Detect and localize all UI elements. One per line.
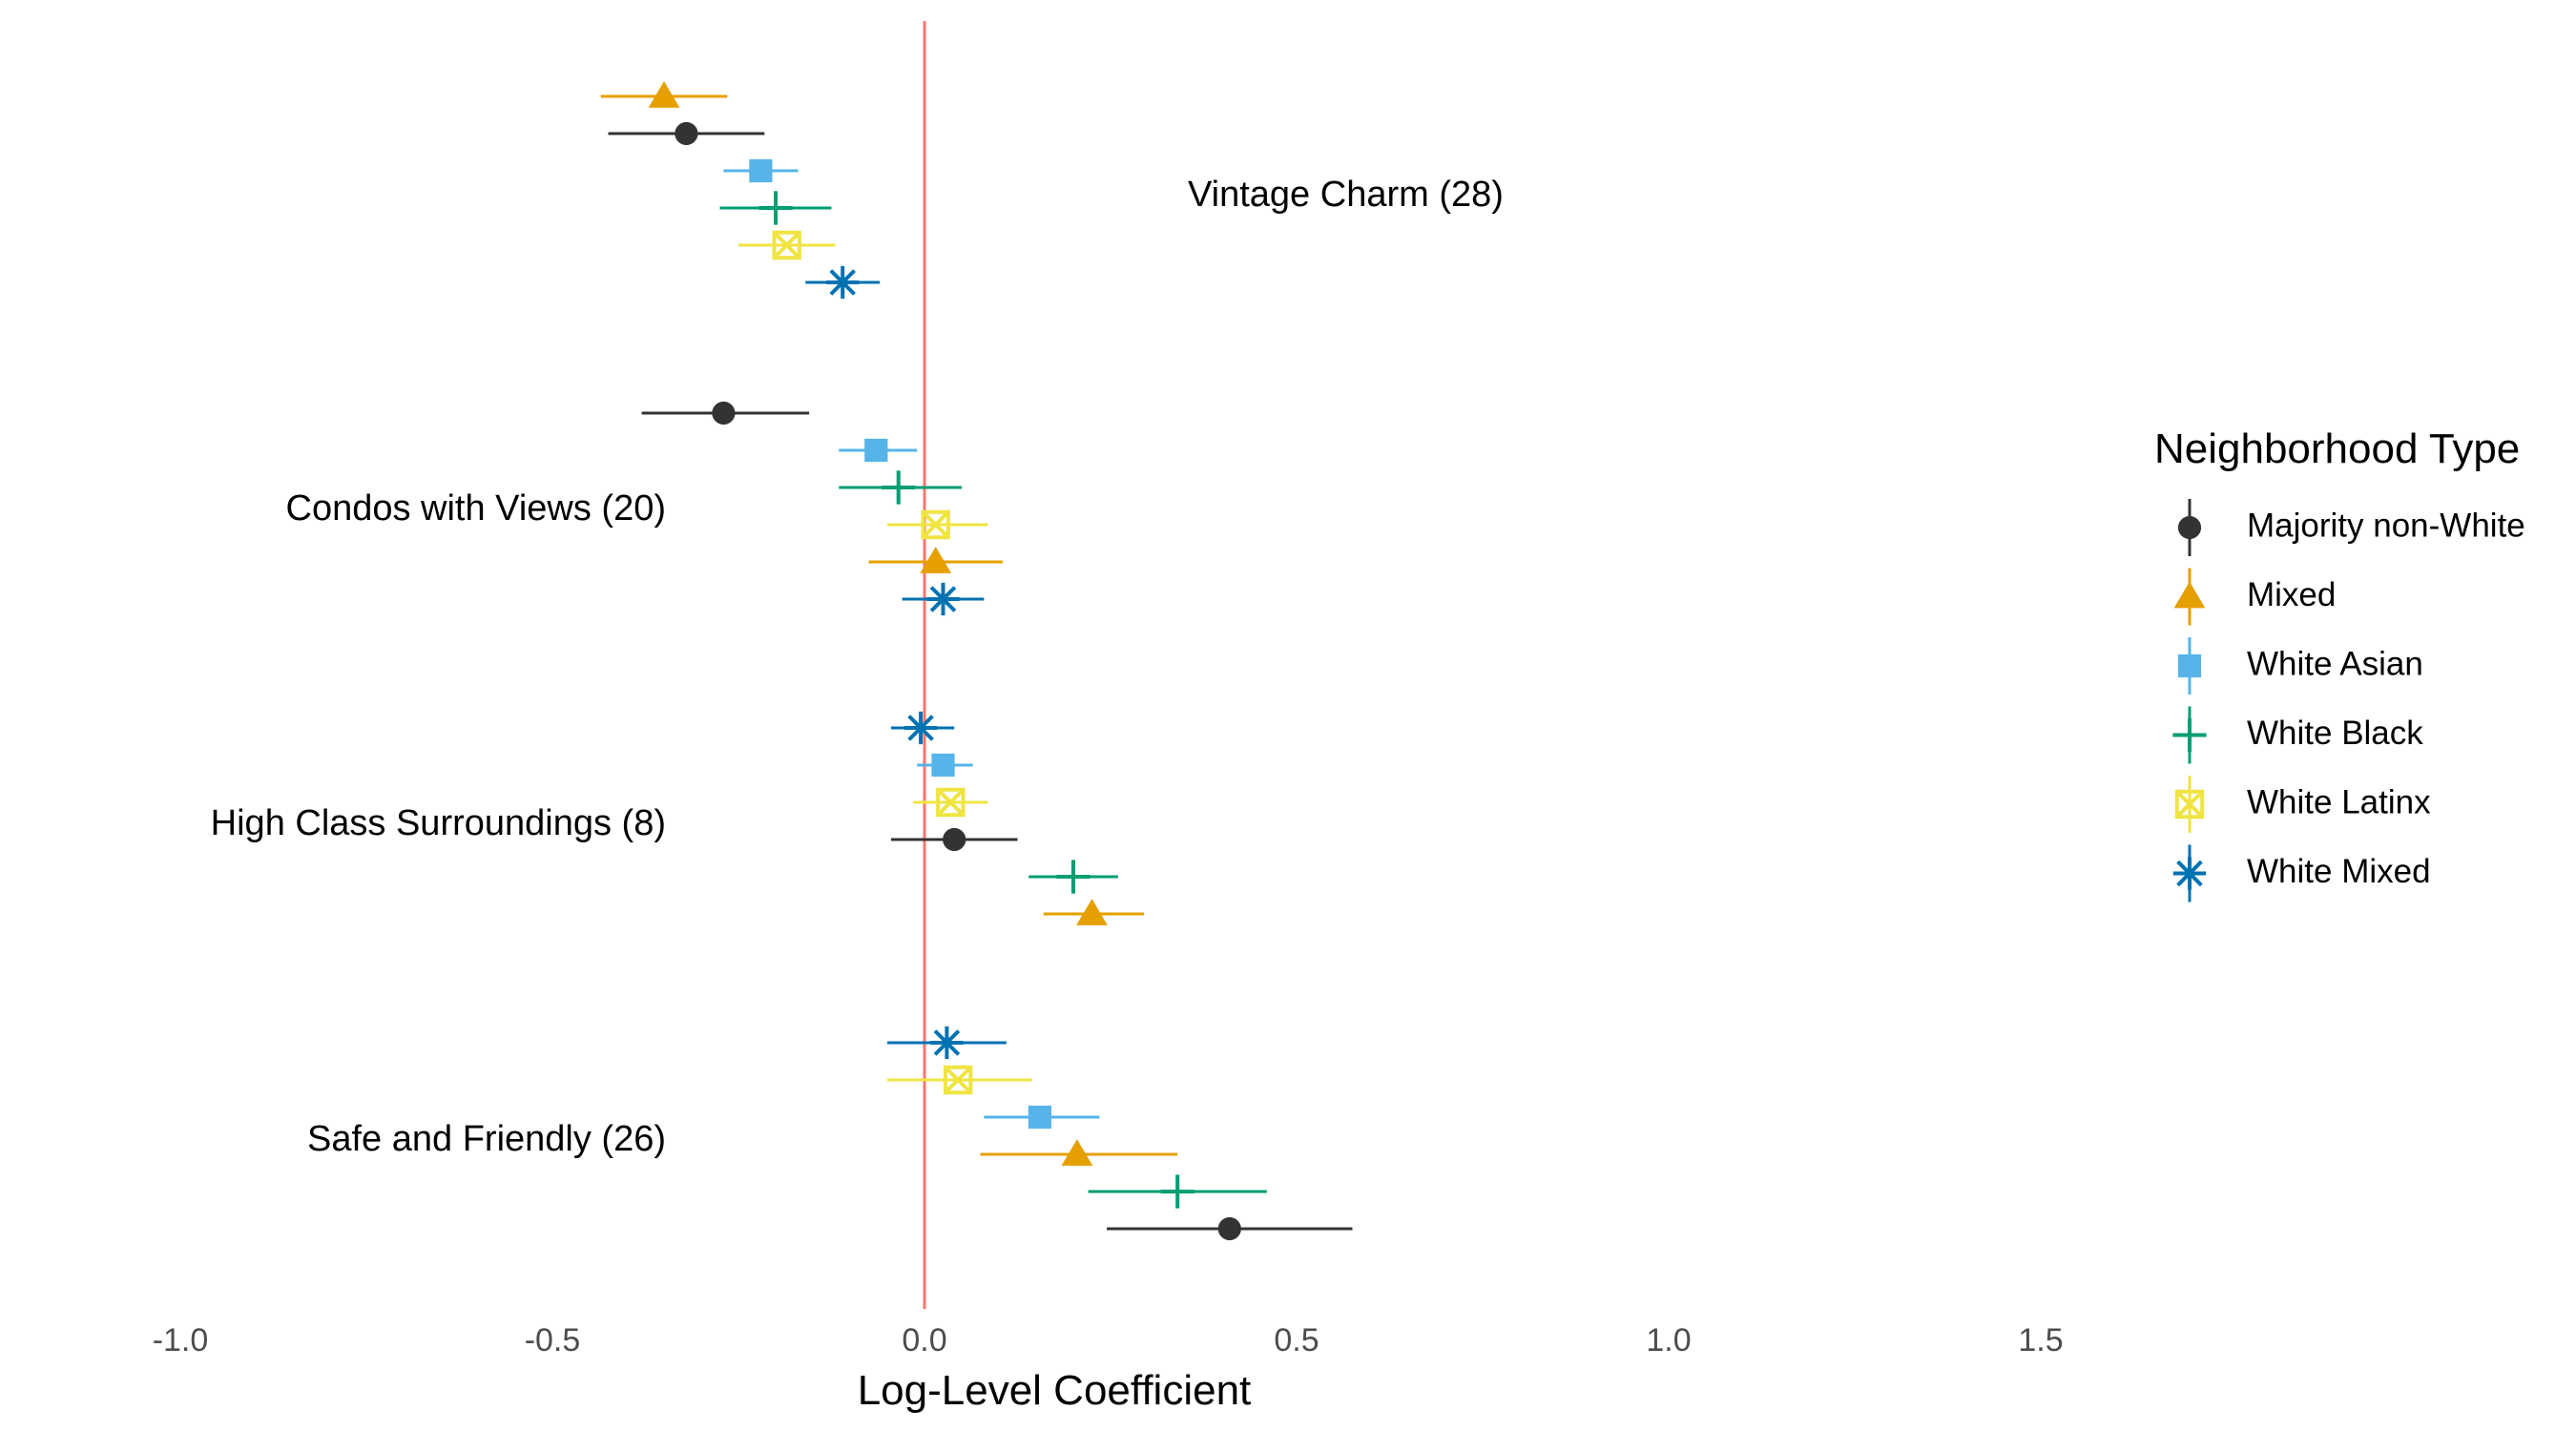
marker-plus [882,470,916,505]
marker-plus [1056,860,1091,894]
marker-triangle [648,81,680,108]
marker-triangle [920,547,952,573]
point-white-mixed [890,711,955,745]
marker-square-x [921,509,950,540]
legend-label: White Mixed [2247,853,2431,890]
x-tick-label: 1.0 [1646,1322,1691,1358]
legend-marker-plus [2172,717,2207,753]
marker-triangle [1076,899,1108,925]
x-tick-label: 0.5 [1274,1322,1319,1358]
point-majority-non-white [641,401,810,425]
x-tick-label: 0.0 [902,1322,946,1358]
x-axis: -1.0 -0.5 0.0 0.5 1.0 1.5 [153,1322,2064,1358]
point-white-black [839,470,962,505]
point-mixed [868,547,1003,573]
legend-item-white-latinx: White Latinx [2174,776,2431,833]
point-white-mixed [887,1026,1007,1060]
group-vintage-charm-28: Vintage Charm (28) [600,81,1504,300]
marker-circle [675,121,698,146]
legend-label: White Asian [2247,645,2423,682]
point-mixed [1043,899,1145,925]
legend-label: Mixed [2247,576,2336,613]
point-white-black [1028,860,1118,894]
point-white-latinx [887,1065,1033,1095]
marker-square [864,438,888,463]
point-majority-non-white [1107,1216,1353,1241]
x-axis-title: Log-Level Coefficient [858,1367,1252,1414]
x-tick-label: 1.5 [2018,1322,2063,1358]
group-high-class-surroundings-8: High Class Surroundings (8) [211,711,1145,925]
marker-square [931,753,955,778]
marker-circle [1217,1216,1241,1241]
legend-label: White Black [2247,715,2423,752]
marker-asterisk [904,711,938,745]
legend-item-majority-non-white: Majority non-White [2177,499,2525,556]
legend-label: Majority non-White [2247,507,2525,544]
legend: Neighborhood Type Majority non-White Mixe… [2154,425,2525,902]
marker-square [1028,1105,1051,1130]
point-white-latinx [738,230,836,260]
legend-item-mixed: Mixed [2173,568,2336,626]
marker-square-x [943,1065,973,1095]
point-mixed [980,1139,1178,1166]
marker-asterisk [930,1026,964,1060]
x-tick-label: -0.5 [525,1322,581,1358]
legend-title: Neighborhood Type [2154,425,2520,472]
point-white-latinx [913,787,988,818]
point-majority-non-white [890,827,1018,852]
point-white-asian [839,438,918,463]
legend-marker-circle [2177,515,2202,540]
point-white-asian [723,158,799,183]
legend-marker-triangle [2173,581,2206,609]
marker-asterisk [926,582,960,616]
marker-square [749,158,773,183]
marker-circle [943,827,966,852]
point-white-black [719,191,832,225]
point-white-asian [984,1105,1100,1130]
legend-item-white-mixed: White Mixed [2172,844,2431,902]
legend-marker-square [2177,653,2202,678]
point-white-black [1088,1174,1267,1209]
point-white-mixed [805,265,881,300]
group-label: Condos with Views (20) [286,488,666,529]
marker-plus [758,191,793,225]
group-label: Safe and Friendly (26) [307,1119,666,1159]
group-label: Vintage Charm (28) [1188,175,1504,215]
plot-area: Vintage Charm (28) Condos with Views (20)… [211,21,1504,1309]
marker-square-x [772,230,801,260]
point-mixed [600,81,728,108]
point-majority-non-white [608,121,765,146]
x-tick-label: -1.0 [153,1322,209,1358]
group-safe-and-friendly-26: Safe and Friendly (26) [307,1026,1353,1241]
marker-triangle [1061,1139,1093,1166]
point-white-mixed [902,582,985,616]
marker-square-x [936,787,966,818]
group-condos-with-views-20: Condos with Views (20) [286,401,1003,616]
point-white-latinx [887,509,988,540]
point-white-asian [917,753,973,778]
marker-plus [1160,1174,1195,1209]
legend-item-white-asian: White Asian [2177,637,2423,695]
legend-marker-square-x [2174,789,2205,819]
legend-marker-asterisk [2172,857,2207,890]
legend-item-white-black: White Black [2172,706,2423,764]
group-label: High Class Surroundings (8) [211,803,666,843]
marker-circle [712,401,736,425]
legend-label: White Latinx [2247,783,2431,820]
marker-asterisk [826,265,860,300]
